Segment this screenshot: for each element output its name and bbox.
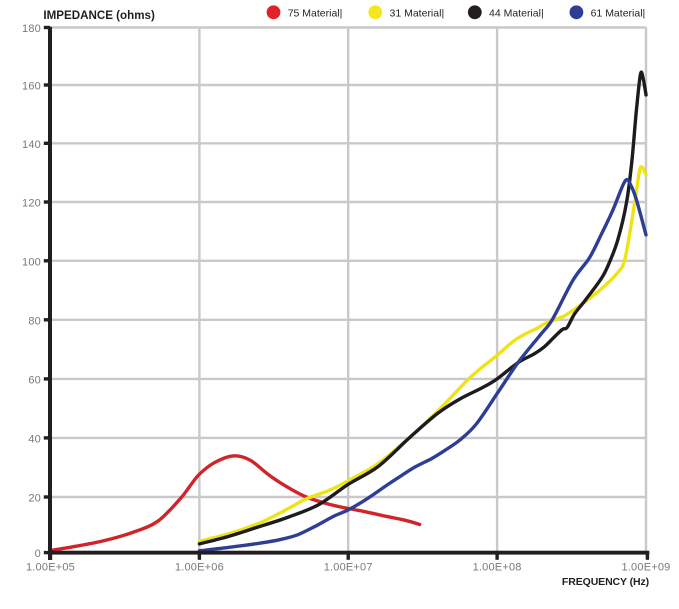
svg-text:100: 100 [22, 256, 41, 268]
svg-text:20: 20 [28, 493, 41, 505]
svg-text:40: 40 [28, 434, 41, 446]
svg-text:61 Material|: 61 Material| [591, 7, 646, 19]
svg-text:FREQUENCY (Hz): FREQUENCY (Hz) [562, 576, 649, 588]
svg-text:44 Material|: 44 Material| [489, 7, 544, 19]
svg-text:1.00E+06: 1.00E+06 [175, 562, 224, 574]
svg-text:75 Material|: 75 Material| [288, 7, 343, 19]
svg-text:1.00E+05: 1.00E+05 [26, 562, 75, 574]
svg-text:80: 80 [28, 315, 41, 327]
svg-text:1.00E+07: 1.00E+07 [324, 562, 373, 574]
svg-text:IMPEDANCE (ohms): IMPEDANCE (ohms) [43, 9, 155, 22]
svg-text:1.00E+09: 1.00E+09 [621, 562, 670, 574]
svg-text:180: 180 [22, 23, 41, 35]
svg-text:60: 60 [28, 375, 41, 387]
svg-text:1.00E+08: 1.00E+08 [473, 562, 522, 574]
svg-text:0: 0 [35, 548, 41, 560]
svg-text:120: 120 [22, 198, 41, 210]
svg-text:160: 160 [22, 81, 41, 93]
svg-text:31 Material|: 31 Material| [390, 7, 445, 19]
svg-text:140: 140 [22, 139, 41, 151]
